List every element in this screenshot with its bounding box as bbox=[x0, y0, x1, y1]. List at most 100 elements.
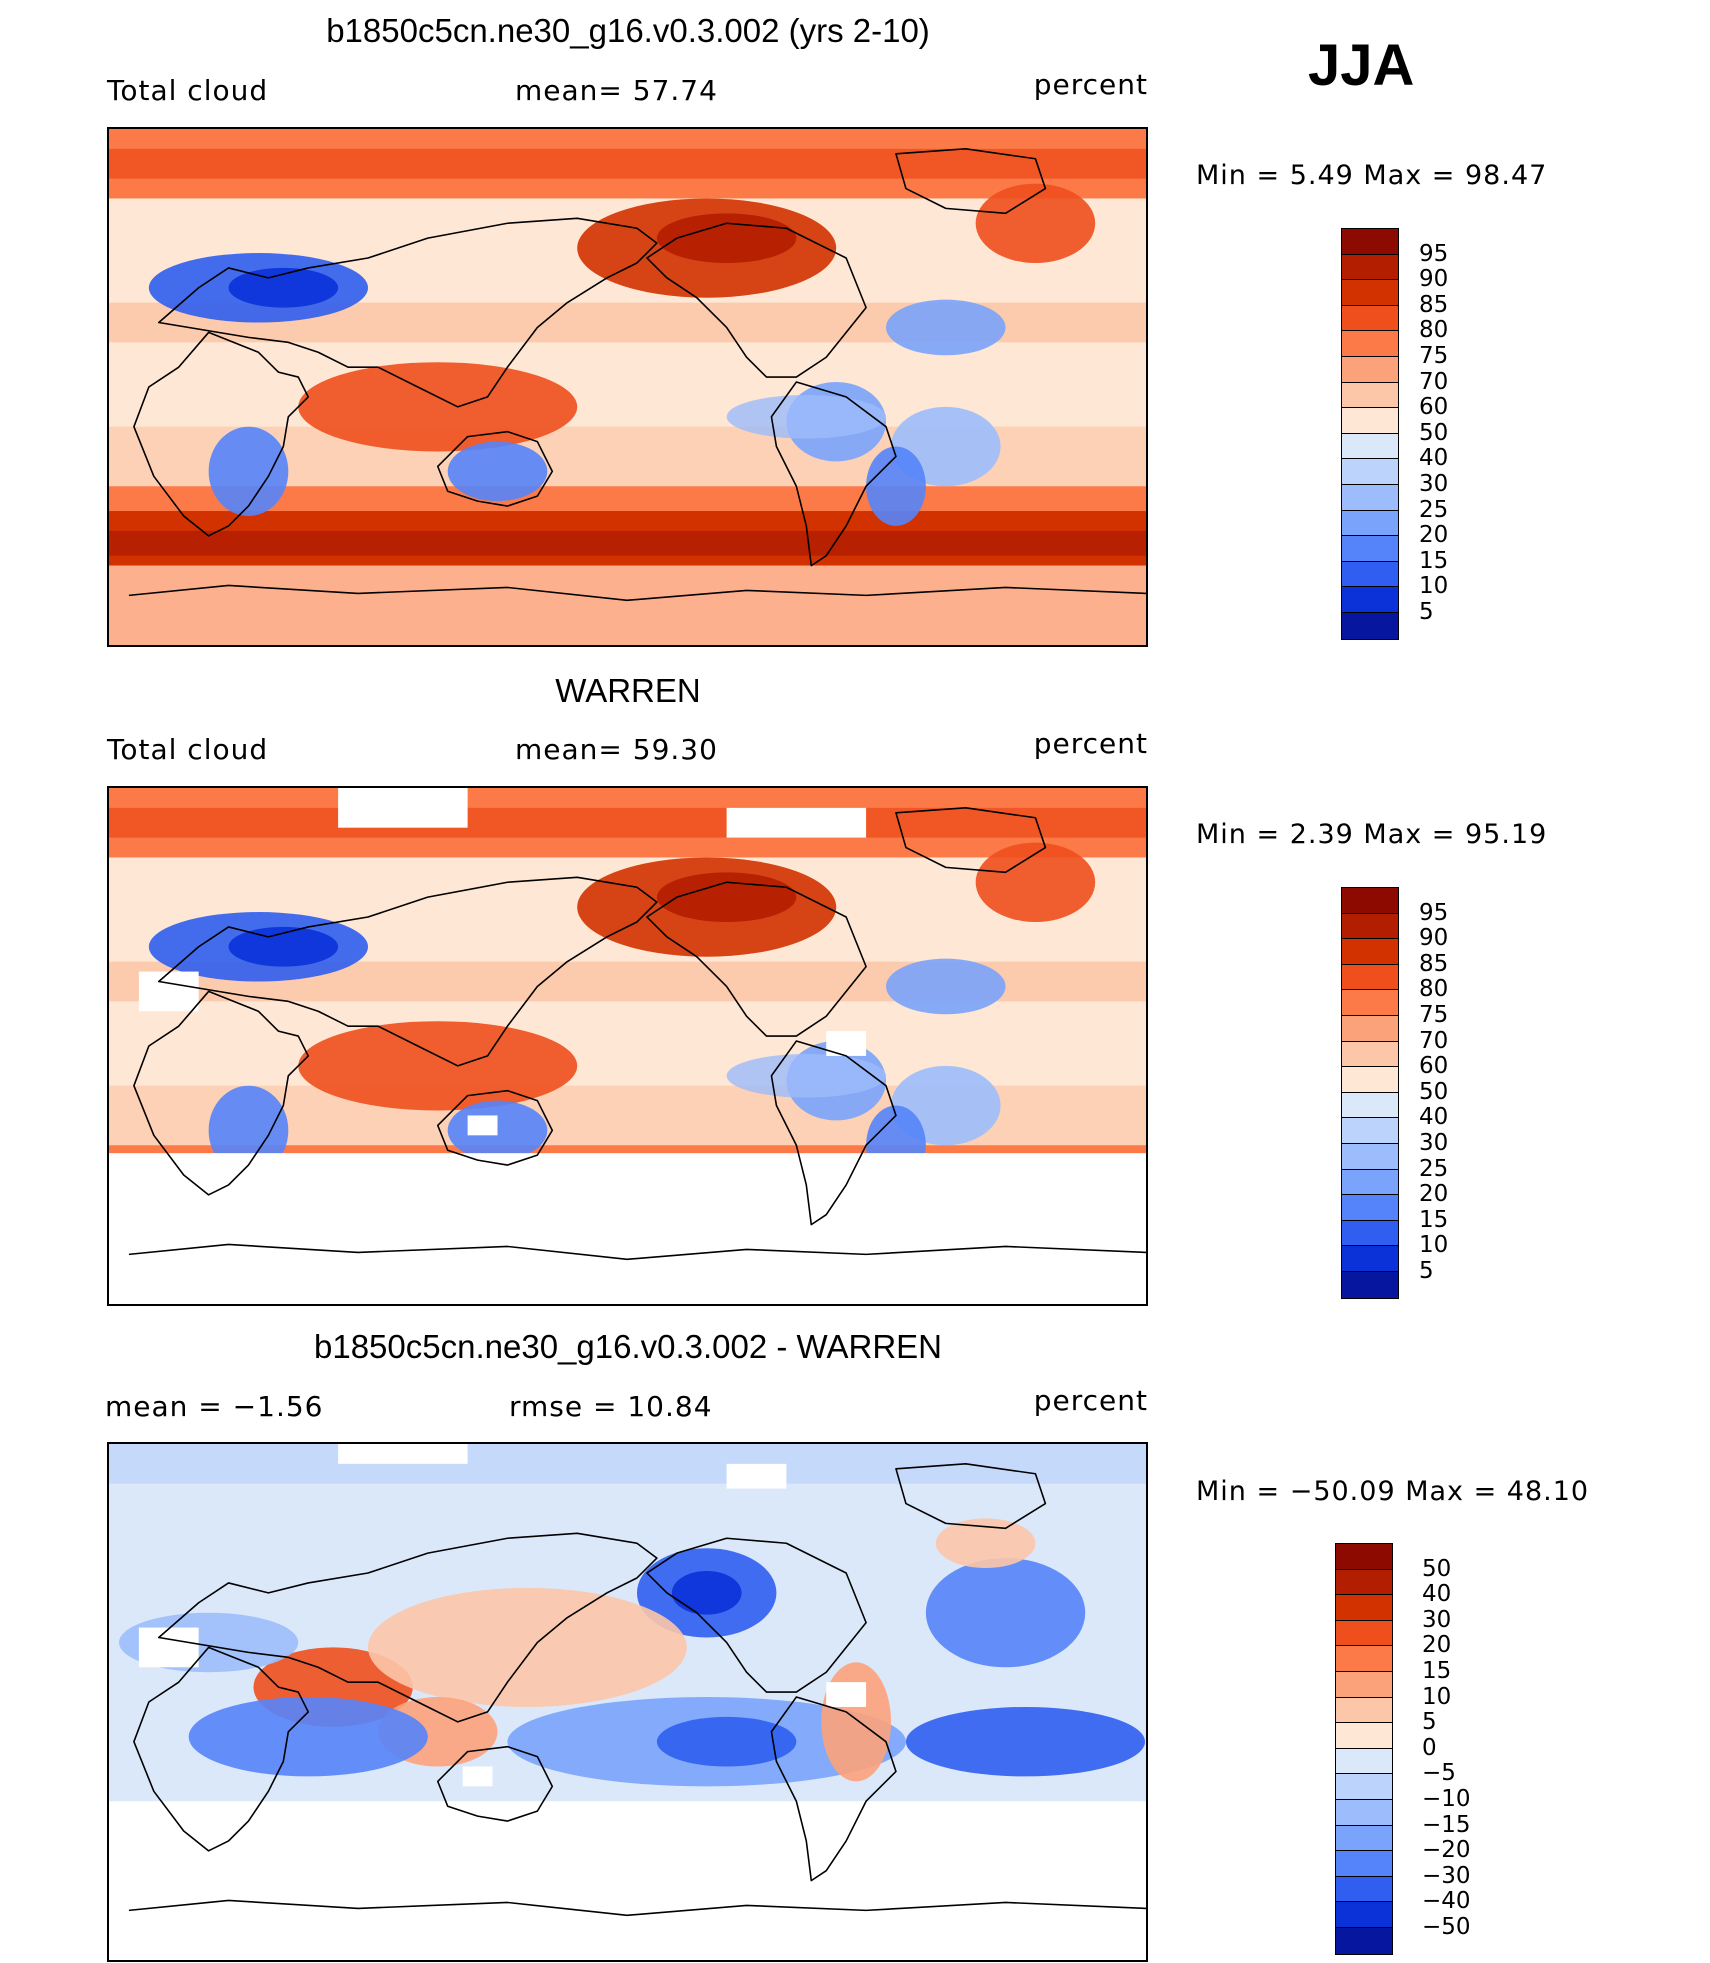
missing-data bbox=[138, 971, 199, 1012]
panel-title: WARREN bbox=[555, 672, 701, 709]
field-contour bbox=[208, 1085, 289, 1175]
colorbar-tick-label: 50 bbox=[1422, 1555, 1452, 1582]
field-contour bbox=[228, 267, 339, 308]
colorbar-segment bbox=[1342, 356, 1398, 383]
colorbar-segment bbox=[1342, 587, 1398, 613]
colorbar-segment bbox=[1342, 964, 1398, 991]
colorbar-segment bbox=[1342, 1092, 1398, 1119]
colorbar-segment bbox=[1342, 408, 1398, 434]
field-contour bbox=[208, 426, 289, 516]
field-band bbox=[109, 565, 1146, 645]
field-contour bbox=[298, 362, 578, 452]
colorbar-tick-label: 80 bbox=[1419, 976, 1449, 1003]
colorbar-tick-label: 15 bbox=[1419, 1206, 1449, 1233]
units-label: percent bbox=[1033, 68, 1148, 101]
colorbar-tick-label: 80 bbox=[1419, 317, 1449, 344]
field-contour bbox=[447, 1100, 548, 1161]
colorbar-tick-label: 40 bbox=[1419, 1104, 1449, 1131]
colorbar-tick-label: 75 bbox=[1419, 343, 1449, 369]
field-contour bbox=[726, 394, 887, 439]
colorbar-segment bbox=[1342, 612, 1398, 639]
colorbar-segment bbox=[1342, 1118, 1398, 1144]
colorbar-segment bbox=[1336, 1544, 1392, 1570]
colorbar-segment bbox=[1342, 939, 1398, 965]
colorbar-segment bbox=[1342, 305, 1398, 332]
colorbar-tick-label: −30 bbox=[1422, 1862, 1471, 1889]
colorbar-segment bbox=[1336, 1723, 1392, 1749]
colorbar-segment bbox=[1342, 1067, 1398, 1093]
colorbar-segment bbox=[1342, 433, 1398, 460]
coastline bbox=[133, 331, 310, 537]
colorbar-segment bbox=[1336, 1927, 1392, 1954]
field-contour bbox=[188, 1697, 428, 1777]
field-contour bbox=[671, 1571, 742, 1615]
min-max-label: Min = 5.49 Max = 98.47 bbox=[1196, 160, 1548, 191]
field-contour bbox=[905, 1706, 1146, 1777]
colorbar-segment bbox=[1342, 1143, 1398, 1170]
coastline bbox=[128, 1243, 1146, 1261]
mean-label: mean = −1.56 bbox=[105, 1390, 324, 1423]
field-band bbox=[109, 1444, 1146, 1484]
field-contour bbox=[228, 926, 339, 967]
colorbar-segment bbox=[1342, 280, 1398, 306]
coastline bbox=[436, 1089, 554, 1166]
variable-label: Total cloud bbox=[107, 74, 269, 107]
colorbar-segment bbox=[1336, 1671, 1392, 1698]
field-band bbox=[109, 530, 1146, 556]
field-contour bbox=[821, 1662, 891, 1782]
missing-data bbox=[338, 1444, 468, 1464]
colorbar-segment bbox=[1342, 1271, 1398, 1298]
colorbar-segment bbox=[1336, 1876, 1392, 1903]
coastline bbox=[895, 807, 1047, 874]
units-label: percent bbox=[1033, 1384, 1148, 1417]
colorbar-segment bbox=[1342, 1015, 1398, 1042]
colorbar-segment bbox=[1342, 536, 1398, 562]
field-band bbox=[109, 148, 1146, 179]
colorbar-segment bbox=[1342, 459, 1398, 485]
coastline bbox=[128, 584, 1146, 602]
colorbar-tick-label: −5 bbox=[1422, 1760, 1456, 1787]
units-label: percent bbox=[1033, 727, 1148, 760]
coastline bbox=[770, 1696, 897, 1882]
colorbar-segment bbox=[1336, 1799, 1392, 1826]
colorbar-segment bbox=[1342, 331, 1398, 357]
colorbar-tick-label: 90 bbox=[1419, 925, 1449, 952]
colorbar-segment bbox=[1342, 484, 1398, 511]
missing-data bbox=[462, 1766, 493, 1787]
colorbar-tick-label: 40 bbox=[1422, 1581, 1452, 1608]
colorbar-tick-label: −50 bbox=[1422, 1914, 1471, 1940]
colorbar-tick-label: 5 bbox=[1419, 1258, 1434, 1284]
coastline bbox=[895, 1463, 1047, 1530]
min-max-label: Min = 2.39 Max = 95.19 bbox=[1196, 819, 1548, 850]
missing-data bbox=[338, 788, 468, 828]
colorbar-tick-label: 95 bbox=[1419, 899, 1449, 926]
colorbar-tick-label: 50 bbox=[1419, 419, 1449, 446]
coastline bbox=[646, 881, 867, 1037]
colorbar-tick-label: −10 bbox=[1422, 1786, 1471, 1812]
colorbar-segment bbox=[1336, 1851, 1392, 1877]
coastline bbox=[770, 1040, 897, 1226]
coastline bbox=[158, 1532, 658, 1723]
colorbar-segment bbox=[1342, 382, 1398, 409]
colorbar-tick-label: 70 bbox=[1419, 1027, 1449, 1054]
colorbar-tick-label: 25 bbox=[1419, 1155, 1449, 1182]
coastline bbox=[436, 1745, 554, 1822]
coastline bbox=[646, 222, 867, 378]
colorbar-segment bbox=[1336, 1902, 1392, 1928]
colorbar bbox=[1341, 887, 1399, 1299]
colorbar-tick-label: 15 bbox=[1422, 1658, 1452, 1684]
field-contour bbox=[886, 958, 1006, 1015]
colorbar-segment bbox=[1342, 1041, 1398, 1068]
panel-title: b1850c5cn.ne30_g16.v0.3.002 (yrs 2-10) bbox=[326, 12, 930, 49]
colorbar-tick-label: 40 bbox=[1419, 445, 1449, 472]
mean-label: mean= 59.30 bbox=[515, 733, 718, 766]
colorbar-tick-label: 5 bbox=[1419, 599, 1434, 625]
panel-title: b1850c5cn.ne30_g16.v0.3.002 - WARREN bbox=[314, 1328, 942, 1365]
colorbar-segment bbox=[1342, 229, 1398, 255]
field-contour bbox=[447, 441, 548, 502]
colorbar-segment bbox=[1336, 1595, 1392, 1621]
field-contour bbox=[925, 1558, 1086, 1668]
coastline bbox=[128, 1899, 1146, 1917]
min-max-label: Min = −50.09 Max = 48.10 bbox=[1196, 1476, 1590, 1507]
colorbar-segment bbox=[1342, 1195, 1398, 1221]
